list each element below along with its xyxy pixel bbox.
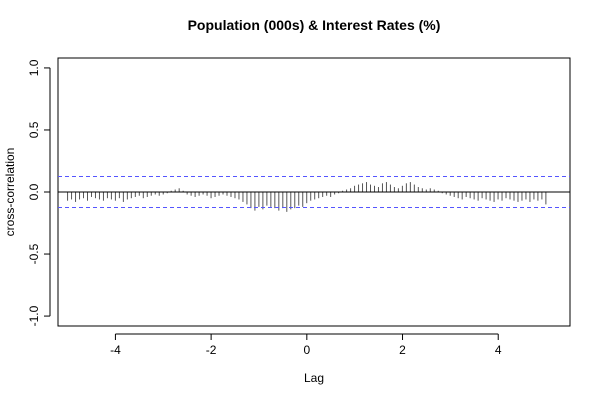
x-axis-label: Lag xyxy=(304,371,324,385)
bars-group xyxy=(67,182,547,212)
y-axis-label: cross-correlation xyxy=(3,148,17,237)
y-tick-label: 1.0 xyxy=(27,59,41,76)
y-tick-label: 0.5 xyxy=(27,121,41,138)
x-tick-label: 0 xyxy=(303,343,310,357)
y-tick-label: 0.0 xyxy=(27,183,41,200)
x-tick-label: 4 xyxy=(495,343,502,357)
x-axis: -4 -2 0 2 4 xyxy=(110,333,502,357)
x-tick-label: 2 xyxy=(399,343,406,357)
y-axis: -1.0 -0.5 0.0 0.5 1.0 xyxy=(27,59,51,326)
x-tick-label: -4 xyxy=(110,343,121,357)
y-tick-label: -1.0 xyxy=(27,305,41,326)
y-tick-label: -0.5 xyxy=(27,243,41,264)
x-tick-label: -2 xyxy=(206,343,217,357)
chart-title: Population (000s) & Interest Rates (%) xyxy=(188,17,441,33)
